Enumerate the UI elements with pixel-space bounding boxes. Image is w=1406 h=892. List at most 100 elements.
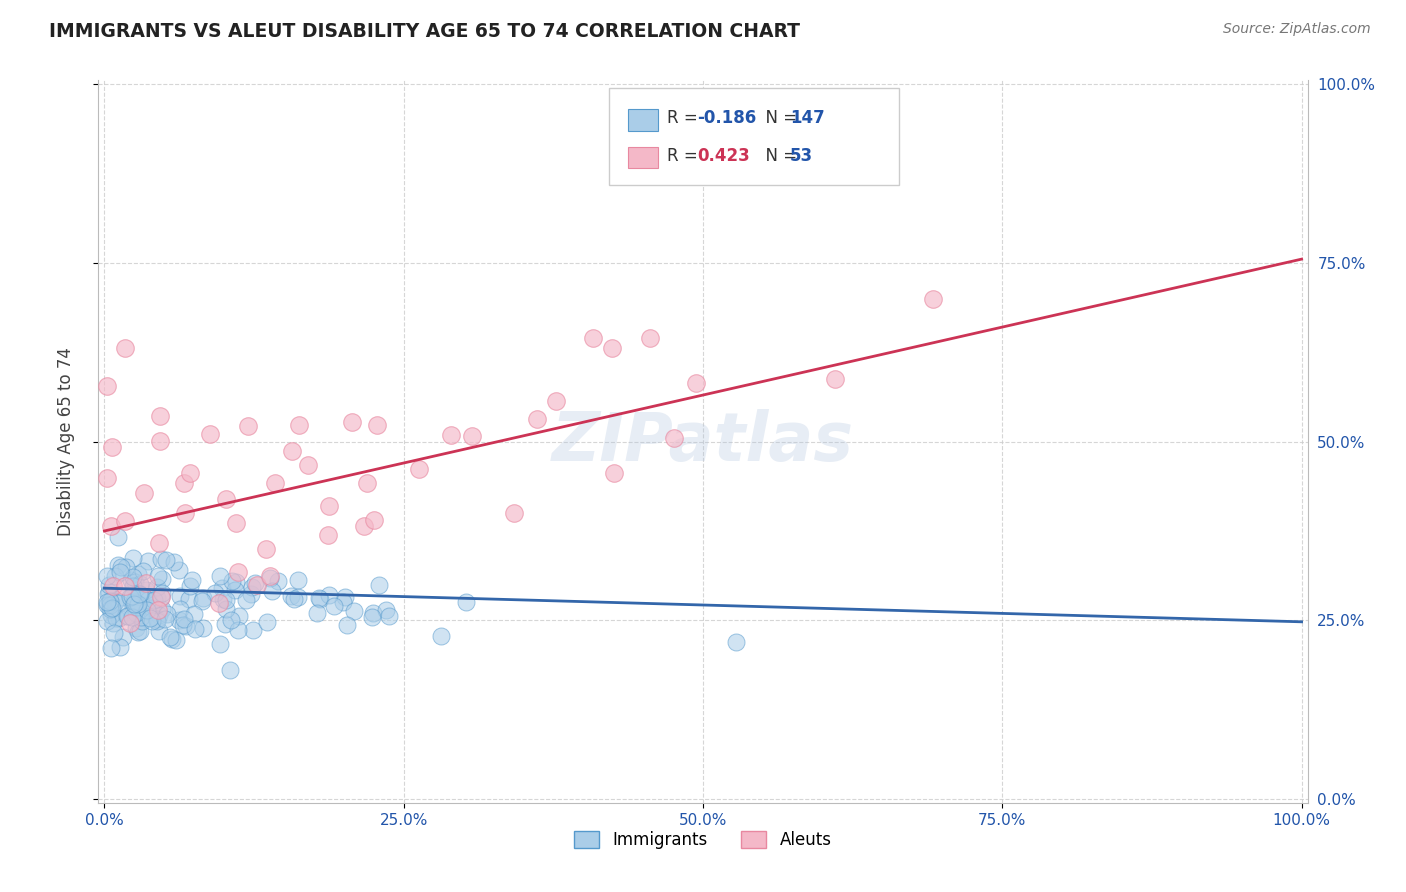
Point xyxy=(179,579,201,593)
Point xyxy=(136,554,159,568)
Point xyxy=(124,574,146,589)
Point xyxy=(342,416,364,430)
Point xyxy=(132,486,155,500)
Text: R =: R = xyxy=(666,109,703,128)
Point xyxy=(114,341,136,355)
Point xyxy=(922,292,945,306)
Point xyxy=(454,595,477,609)
Point xyxy=(121,578,143,592)
Point xyxy=(96,595,118,609)
Point xyxy=(127,597,149,611)
Point xyxy=(129,587,152,601)
Point xyxy=(128,624,150,638)
FancyBboxPatch shape xyxy=(628,109,658,131)
Point xyxy=(136,602,159,616)
Point xyxy=(167,613,190,627)
Point xyxy=(318,500,340,514)
Point xyxy=(502,506,524,520)
Point xyxy=(98,578,121,592)
Point xyxy=(368,578,391,592)
Point xyxy=(150,602,173,616)
Point xyxy=(207,596,229,610)
Point xyxy=(101,601,124,615)
Point xyxy=(214,616,236,631)
Point xyxy=(125,606,148,620)
Point xyxy=(108,566,131,580)
Point xyxy=(440,427,463,442)
Point xyxy=(259,568,281,582)
Point xyxy=(242,624,264,638)
Point xyxy=(167,563,190,577)
Point xyxy=(254,541,277,556)
Point xyxy=(125,600,148,615)
Point xyxy=(323,599,346,614)
Text: N =: N = xyxy=(755,147,803,165)
Point xyxy=(224,582,246,597)
Point xyxy=(408,461,430,475)
Point xyxy=(165,632,187,647)
Legend: Immigrants, Aleuts: Immigrants, Aleuts xyxy=(568,824,838,856)
Point xyxy=(228,609,250,624)
Point xyxy=(174,619,197,633)
Point xyxy=(97,586,120,600)
Point xyxy=(193,591,215,606)
Point xyxy=(212,592,235,607)
Point xyxy=(169,590,191,604)
Point xyxy=(305,607,328,621)
Point xyxy=(211,581,233,595)
Point xyxy=(662,431,685,445)
Point xyxy=(98,584,121,599)
Point xyxy=(155,553,177,567)
Point xyxy=(107,558,129,572)
Point xyxy=(100,602,122,616)
Point xyxy=(139,600,162,615)
Point xyxy=(600,342,623,356)
Point xyxy=(145,612,167,626)
Point xyxy=(173,612,195,626)
Point xyxy=(283,591,305,606)
Point xyxy=(148,409,170,423)
Point xyxy=(111,630,134,644)
Point xyxy=(98,594,121,608)
Point xyxy=(122,594,145,608)
Point xyxy=(460,429,482,443)
Text: 147: 147 xyxy=(790,109,825,128)
Point xyxy=(160,632,183,646)
Point xyxy=(375,603,398,617)
Point xyxy=(117,609,139,624)
Point xyxy=(100,440,122,454)
Point xyxy=(363,606,385,620)
Point xyxy=(208,569,231,583)
Point xyxy=(141,615,163,629)
Point xyxy=(225,516,247,530)
Point xyxy=(135,583,157,598)
Point xyxy=(127,624,149,639)
Point xyxy=(363,512,385,526)
Text: N =: N = xyxy=(755,109,803,128)
Point xyxy=(98,602,121,616)
Point xyxy=(111,590,134,604)
Point xyxy=(159,631,181,645)
Point xyxy=(135,576,157,591)
Point xyxy=(108,640,131,654)
Point xyxy=(148,624,170,638)
Point xyxy=(146,569,169,583)
Point xyxy=(181,574,204,588)
Point xyxy=(378,609,401,624)
Point xyxy=(343,604,366,618)
Point xyxy=(128,587,150,601)
Point xyxy=(267,574,290,588)
Point xyxy=(150,586,173,600)
Point xyxy=(148,536,170,550)
Point xyxy=(603,466,626,480)
Point xyxy=(122,599,145,613)
Point xyxy=(218,663,240,677)
Point xyxy=(280,589,302,603)
Point xyxy=(308,591,330,605)
Point xyxy=(239,587,262,601)
Point xyxy=(122,570,145,584)
Point xyxy=(169,602,191,616)
Point xyxy=(100,519,122,533)
Point xyxy=(148,607,170,622)
Point xyxy=(191,594,214,608)
